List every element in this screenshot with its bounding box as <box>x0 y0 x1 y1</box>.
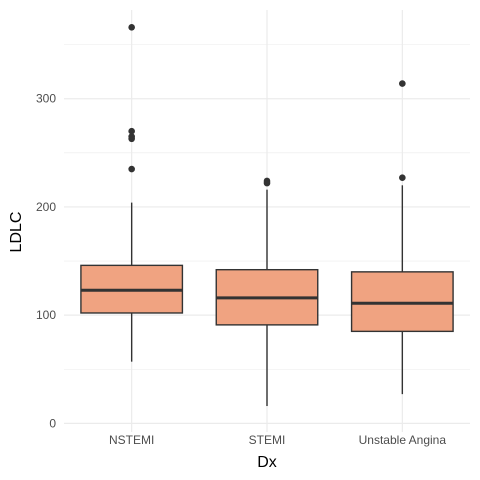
y-tick-label: 0 <box>49 416 56 430</box>
y-tick-label: 100 <box>36 308 56 322</box>
box-group <box>215 177 319 407</box>
y-axis-title: LDLC <box>8 212 25 253</box>
outlier-point <box>128 24 135 31</box>
x-tick-label: STEMI <box>249 433 286 447</box>
y-tick-label: 300 <box>36 92 56 106</box>
outlier-point <box>128 127 135 135</box>
y-tick-label: 200 <box>36 200 56 214</box>
box-group <box>350 80 454 395</box>
outlier-point <box>128 133 135 140</box>
x-axis-title: Dx <box>257 454 277 471</box>
x-tick-label: NSTEMI <box>109 433 154 447</box>
outlier-point <box>399 174 406 182</box>
outlier-point <box>399 80 406 87</box>
y-tick-labels: 0 100 200 300 <box>36 92 56 431</box>
outlier-point <box>263 177 271 185</box>
x-tick-label: Unstable Angina <box>359 433 447 447</box>
box-group <box>80 24 184 362</box>
boxes <box>80 24 454 407</box>
x-tick-labels: NSTEMI STEMI Unstable Angina <box>109 433 446 447</box>
box <box>350 271 454 333</box>
outlier-point <box>128 165 135 173</box>
